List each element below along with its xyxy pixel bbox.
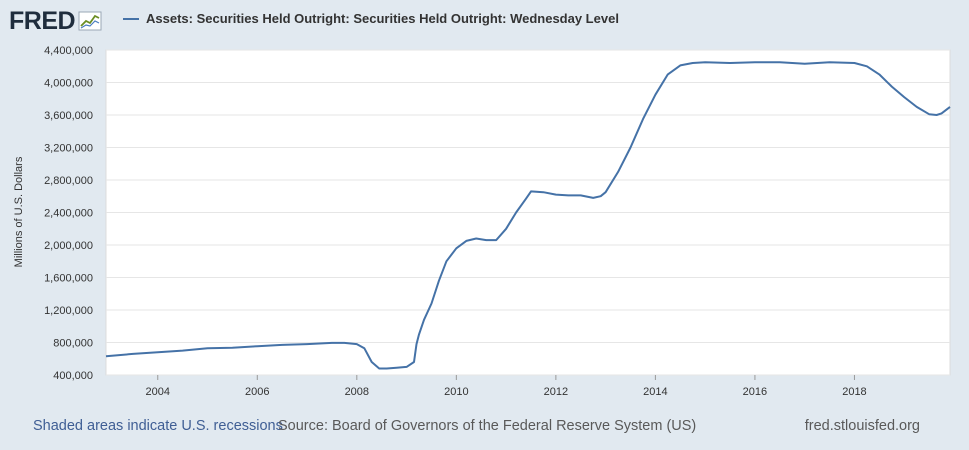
y-axis-ticks: 400,000 800,000 1,200,000 1,600,000 2,000,00… — [44, 45, 93, 382]
x-tick-label: 2012 — [544, 386, 568, 398]
x-tick-label: 2016 — [743, 386, 767, 398]
y-tick-label: 800,000 — [53, 338, 93, 350]
x-tick-label: 2008 — [345, 386, 369, 398]
line-chart: 2004 2006 2008 2010 2012 2014 2016 2018 400,000… — [13, 45, 951, 398]
legend-swatch — [123, 17, 139, 20]
series-layer — [105, 61, 951, 370]
fred-logo-text: FRED — [9, 6, 76, 35]
y-tick-label: 1,200,000 — [44, 305, 93, 317]
y-tick-label: 4,400,000 — [44, 45, 93, 57]
y-tick-label: 3,200,000 — [44, 143, 93, 155]
y-tick-label: 2,000,000 — [44, 240, 93, 252]
recession-note-link[interactable]: Shaded areas indicate U.S. recessions — [33, 418, 283, 434]
chart-legend: Assets: Securities Held Outright: Securi… — [123, 11, 619, 26]
y-tick-label: 2,800,000 — [44, 175, 93, 187]
y-tick-label: 3,600,000 — [44, 110, 93, 122]
legend-series-label: Assets: Securities Held Outright: Securi… — [146, 11, 619, 26]
x-tick-label: 2010 — [444, 386, 468, 398]
chart-header: FRED Assets: Securities Held Outright: S… — [0, 0, 969, 40]
fred-logo[interactable]: FRED — [9, 6, 102, 36]
chart-footer: Shaded areas indicate U.S. recessions So… — [0, 412, 969, 442]
y-tick-label: 400,000 — [53, 370, 93, 382]
y-tick-label: 4,000,000 — [44, 78, 93, 90]
y-axis-title: Millions of U.S. Dollars — [13, 156, 25, 267]
line-chart-icon — [78, 11, 102, 31]
y-tick-label: 1,600,000 — [44, 273, 93, 285]
x-axis-ticks: 2004 2006 2008 2010 2012 2014 2016 2018 — [146, 375, 867, 398]
series-line — [105, 61, 951, 370]
gridlines — [106, 49, 950, 376]
x-tick-label: 2018 — [842, 386, 866, 398]
source-note: Source: Board of Governors of the Federa… — [278, 418, 697, 434]
x-tick-label: 2006 — [245, 386, 269, 398]
y-tick-label: 2,400,000 — [44, 208, 93, 220]
site-url-link[interactable]: fred.stlouisfed.org — [804, 418, 920, 434]
x-tick-label: 2014 — [643, 386, 667, 398]
x-tick-label: 2004 — [146, 386, 170, 398]
